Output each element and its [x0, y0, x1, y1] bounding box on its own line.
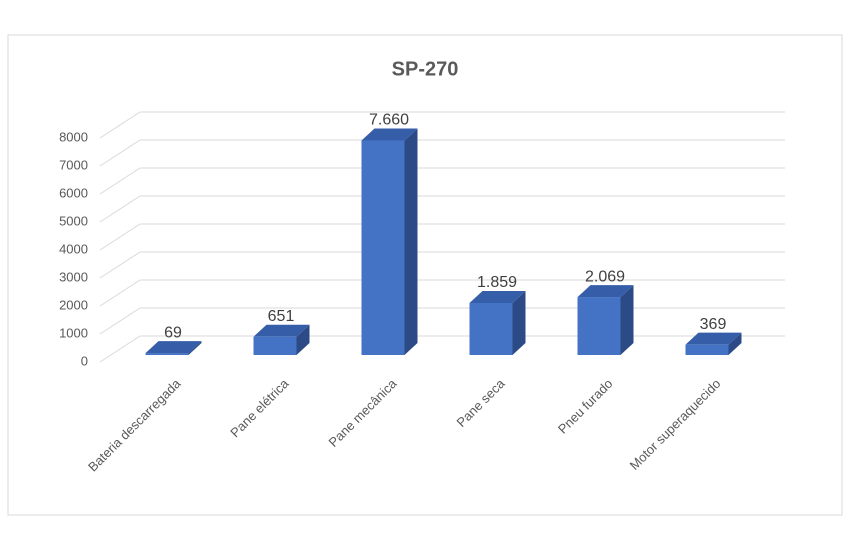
y-tick-label: 1000 — [59, 325, 88, 340]
data-label: 7.660 — [369, 112, 409, 129]
bar-side — [296, 324, 310, 355]
data-label: 2.069 — [585, 268, 625, 285]
bar-top — [685, 332, 742, 345]
grid-line-side — [99, 223, 141, 251]
bar-top — [577, 285, 634, 298]
data-label: 369 — [700, 316, 727, 333]
bar-top — [361, 128, 418, 141]
y-tick-label: 8000 — [59, 129, 88, 144]
grid-line-side — [99, 195, 141, 223]
bar — [685, 344, 729, 355]
bar-side — [728, 332, 742, 355]
grid-line-side — [99, 111, 141, 139]
y-tick-label: 7000 — [59, 157, 88, 172]
y-tick-label: 2000 — [59, 297, 88, 312]
bar-top — [145, 341, 202, 354]
bar-top — [253, 324, 310, 337]
bar-side — [404, 128, 418, 355]
y-tick-label: 4000 — [59, 241, 88, 256]
grid-line-side — [99, 139, 141, 167]
chart-title: SP-270 — [392, 58, 459, 80]
grid-line-side — [99, 167, 141, 195]
chart-border — [7, 34, 843, 516]
data-label: 1.859 — [477, 274, 517, 291]
y-tick-label: 6000 — [59, 185, 88, 200]
data-label: 69 — [164, 324, 182, 341]
grid-line-side — [99, 279, 141, 307]
bar-side — [188, 341, 202, 355]
bar-side — [512, 290, 526, 355]
y-tick-label: 3000 — [59, 269, 88, 284]
bar-top — [469, 290, 526, 303]
bar — [577, 297, 621, 355]
bar — [469, 302, 513, 355]
bar — [253, 336, 297, 355]
data-label: 651 — [268, 308, 295, 325]
y-tick-label: 0 — [81, 353, 88, 368]
grid-line-side — [99, 307, 141, 335]
y-tick-label: 5000 — [59, 213, 88, 228]
grid-line-side — [99, 251, 141, 279]
grid-line-side — [99, 335, 141, 363]
bar-side — [620, 285, 634, 355]
bar — [361, 140, 405, 355]
bar — [145, 353, 189, 355]
